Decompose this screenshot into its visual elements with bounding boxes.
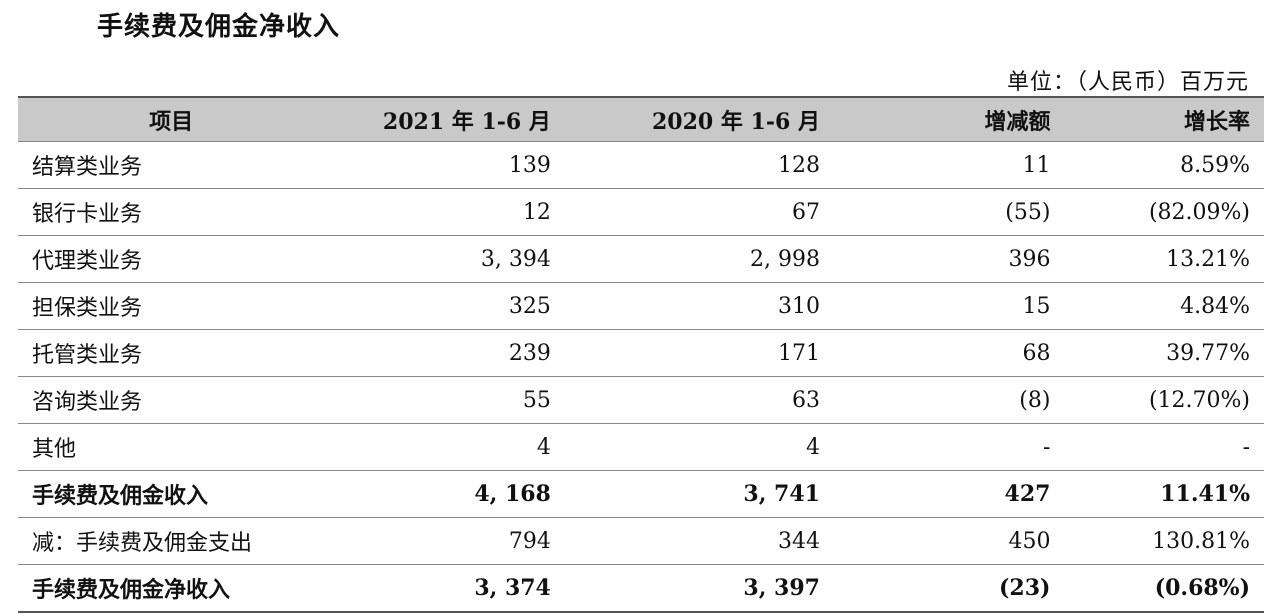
header-change: 增减额: [833, 96, 1065, 142]
cell-item: 其他: [18, 423, 325, 471]
cell-growth: 13.21%: [1064, 235, 1264, 283]
cell-growth: (0.68%): [1064, 564, 1264, 613]
cell-growth: (12.70%): [1064, 376, 1264, 424]
table-body: 结算类业务 139 128 11 8.59% 银行卡业务 12 67 (55) (82.09%) 代…: [18, 141, 1264, 613]
cell-growth: -: [1064, 423, 1264, 471]
cell-growth: 4.84%: [1064, 282, 1264, 330]
table-row: 结算类业务 139 128 11 8.59%: [18, 141, 1264, 189]
header-item: 项目: [18, 96, 325, 142]
cell-item: 代理类业务: [18, 235, 325, 283]
table-header-row: 项目 2021 年 1-6 月 2020 年 1-6 月 增减额 增长率: [18, 96, 1264, 142]
header-2021: 2021 年 1-6 月: [324, 96, 565, 142]
cell-change: 427: [833, 470, 1065, 518]
table-row: 手续费及佣金收入 4, 168 3, 741 427 11.41%: [18, 470, 1264, 518]
cell-item: 咨询类业务: [18, 376, 325, 424]
table-row: 其他 4 4- -: [18, 423, 1264, 471]
cell-change: -: [833, 423, 1065, 471]
cell-change: 450: [833, 517, 1065, 565]
cell-2020: 3, 741: [564, 470, 834, 518]
table-row: 手续费及佣金净收入 3, 374 3, 397 (23) (0.68%): [18, 564, 1264, 613]
table-row: 减：手续费及佣金支出 794 344 450 130.81%: [18, 517, 1264, 565]
cell-2021: 794: [324, 517, 565, 565]
cell-item: 托管类业务: [18, 329, 325, 377]
cell-item: 结算类业务: [18, 141, 325, 189]
header-2020: 2020 年 1-6 月: [564, 96, 834, 142]
fee-commission-table: 项目 2021 年 1-6 月 2020 年 1-6 月 增减额 增长率 结算类…: [18, 96, 1264, 613]
cell-change: 396: [833, 235, 1065, 283]
cell-growth: (82.09%): [1064, 188, 1264, 236]
cell-2020: 67: [564, 188, 834, 236]
cell-2021: 55: [324, 376, 565, 424]
cell-2021: 239: [324, 329, 565, 377]
cell-2021: 3, 374: [324, 564, 565, 613]
cell-2021: 139: [324, 141, 565, 189]
table-row: 银行卡业务 12 67 (55) (82.09%): [18, 188, 1264, 236]
cell-item: 手续费及佣金收入: [18, 470, 325, 518]
cell-2020: 63: [564, 376, 834, 424]
cell-growth: 8.59%: [1064, 141, 1264, 189]
cell-2020: 171: [564, 329, 834, 377]
table-row: 咨询类业务 55 63 (8) (12.70%): [18, 376, 1264, 424]
cell-change: 15: [833, 282, 1065, 330]
cell-2021: 3, 394: [324, 235, 565, 283]
cell-2021: 4, 168: [324, 470, 565, 518]
cell-2021: 12: [324, 188, 565, 236]
cell-2020: 310: [564, 282, 834, 330]
page-title: 手续费及佣金净收入: [97, 12, 341, 42]
cell-2021: 325: [324, 282, 565, 330]
unit-note: 单位：（人民币）百万元: [1006, 70, 1249, 95]
table-row: 托管类业务 239 171 68 39.77%: [18, 329, 1264, 377]
cell-2020: 4: [564, 423, 834, 471]
table-row: 担保类业务 325 310 15 4.84%: [18, 282, 1264, 330]
cell-2020: 128: [564, 141, 834, 189]
cell-item: 担保类业务: [18, 282, 325, 330]
cell-change: (8): [833, 376, 1065, 424]
cell-item: 减：手续费及佣金支出: [18, 517, 325, 565]
cell-2021: 4: [324, 423, 565, 471]
cell-2020: 3, 397: [564, 564, 834, 613]
cell-2020: 344: [564, 517, 834, 565]
cell-change: (23): [833, 564, 1065, 613]
cell-item: 手续费及佣金净收入: [18, 564, 325, 613]
cell-change: 68: [833, 329, 1065, 377]
cell-item: 银行卡业务: [18, 188, 325, 236]
cell-growth: 39.77%: [1064, 329, 1264, 377]
table-row: 代理类业务 3, 394 2, 998 396 13.21%: [18, 235, 1264, 283]
cell-growth: 130.81%: [1064, 517, 1264, 565]
cell-growth: 11.41%: [1064, 470, 1264, 518]
header-growth: 增长率: [1064, 96, 1264, 142]
cell-2020: 2, 998: [564, 235, 834, 283]
cell-change: 11: [833, 141, 1065, 189]
cell-change: (55): [833, 188, 1065, 236]
